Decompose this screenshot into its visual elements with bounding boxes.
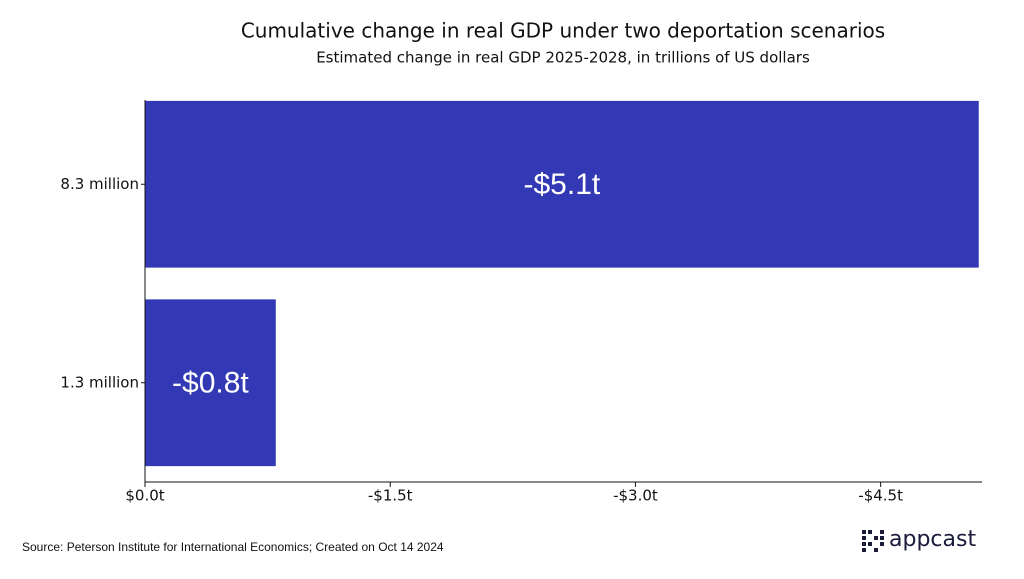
value-label: -$0.8t — [172, 367, 249, 400]
x-tick-label: -$1.5t — [368, 487, 413, 505]
logo-text: appcast — [889, 527, 976, 552]
y-tick-label: 8.3 million — [60, 175, 139, 193]
chart-title: Cumulative change in real GDP under two … — [241, 19, 885, 43]
x-tick-label: -$3.0t — [613, 487, 658, 505]
value-label: -$5.1t — [524, 168, 601, 201]
x-tick-label: $0.0t — [125, 487, 164, 505]
x-tick-label: -$4.5t — [858, 487, 903, 505]
bar — [145, 299, 276, 467]
y-tick-label: 1.3 million — [60, 373, 139, 391]
bar — [145, 100, 979, 268]
chart-subtitle: Estimated change in real GDP 2025-2028, … — [316, 49, 810, 67]
source: Source: Peterson Institute for Internati… — [22, 540, 444, 554]
logo-icon — [862, 530, 884, 552]
